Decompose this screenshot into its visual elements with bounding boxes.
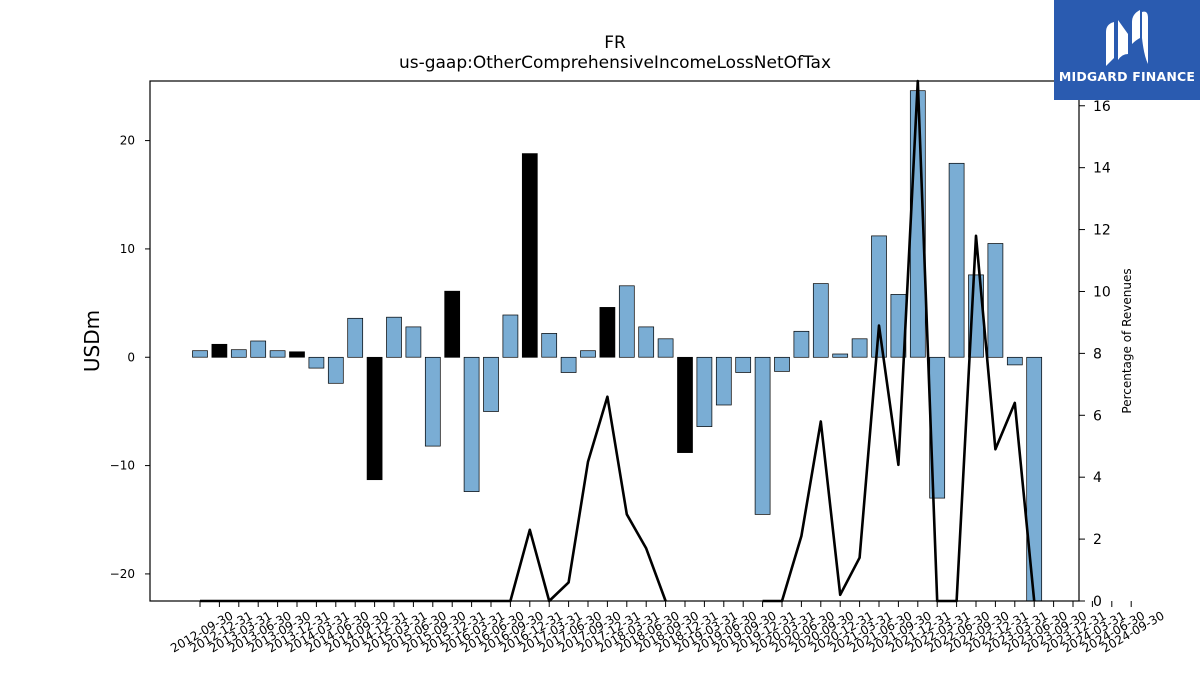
y-tick-label: −20: [110, 567, 135, 581]
bar: [812, 283, 829, 358]
bar: [735, 356, 752, 373]
bar: [851, 338, 868, 358]
bar: [1006, 356, 1023, 366]
y2-axis-label: Percentage of Revenues: [1120, 268, 1134, 413]
line-series: [200, 79, 1036, 603]
bar: [211, 343, 228, 358]
bar: [715, 356, 732, 406]
bar: [521, 153, 538, 358]
brand-logo: MIDGARD FINANCE: [1054, 0, 1200, 100]
bar: [444, 290, 461, 358]
y2-tick-label: 14: [1093, 161, 1111, 177]
bar: [657, 338, 674, 358]
bar: [793, 330, 810, 358]
bar: [463, 356, 480, 492]
bar: [580, 350, 596, 358]
bar: [250, 340, 267, 358]
bar: [366, 356, 383, 481]
y-tick-label: −10: [110, 459, 135, 473]
y-tick-label: 20: [120, 134, 135, 148]
bar: [541, 333, 558, 358]
y2-tick-label: 6: [1093, 408, 1102, 424]
chart-title: FR: [604, 33, 626, 53]
bar: [832, 353, 849, 358]
brand-name: MIDGARD FINANCE: [1058, 69, 1196, 84]
bar: [386, 316, 402, 358]
y2-tick-label: 0: [1093, 594, 1102, 610]
bar: [618, 285, 635, 358]
bar: [327, 356, 344, 384]
y2-tick-label: 2: [1093, 532, 1102, 548]
bar: [405, 326, 422, 358]
bar: [1026, 356, 1043, 602]
y-axis-ticks: −20 −10 0 10 20: [110, 134, 150, 581]
y2-tick-label: 12: [1093, 223, 1111, 239]
y2-tick-label: 10: [1093, 284, 1111, 300]
bar: [948, 162, 965, 358]
y2-tick-label: 16: [1093, 99, 1111, 115]
plot-frame: [149, 80, 1080, 602]
bar: [502, 314, 519, 358]
line-path: [762, 79, 1036, 603]
bar: [424, 356, 441, 447]
bar: [871, 235, 887, 358]
bar: [638, 326, 655, 358]
bar: [269, 350, 286, 358]
bar: [774, 356, 790, 372]
bar: [192, 350, 208, 358]
bar: [230, 349, 247, 358]
bar: [696, 356, 713, 427]
bar: [560, 356, 577, 373]
y-tick-label: 10: [120, 242, 135, 256]
y2-axis-ticks: 0 2 4 6 8 10 12 14 16: [1079, 99, 1111, 610]
bar: [347, 317, 364, 358]
bar: [677, 356, 693, 453]
midgard-m-logo-icon: [1106, 10, 1148, 66]
bar: [754, 356, 771, 515]
y-axis-label: USDm: [80, 310, 104, 372]
y-tick-label: 0: [127, 350, 135, 364]
bar: [289, 351, 305, 358]
bar: [483, 356, 499, 412]
x-axis-ticks: 2012-09-302012-12-312013-03-312013-06-30…: [168, 601, 1167, 655]
bar: [599, 307, 616, 358]
chart-subtitle: us-gaap:OtherComprehensiveIncomeLossNetO…: [399, 53, 831, 73]
bar-series: [192, 90, 1043, 602]
bar: [308, 356, 325, 369]
bar: [987, 243, 1004, 358]
y2-tick-label: 4: [1093, 470, 1102, 486]
y2-tick-label: 8: [1093, 346, 1102, 362]
